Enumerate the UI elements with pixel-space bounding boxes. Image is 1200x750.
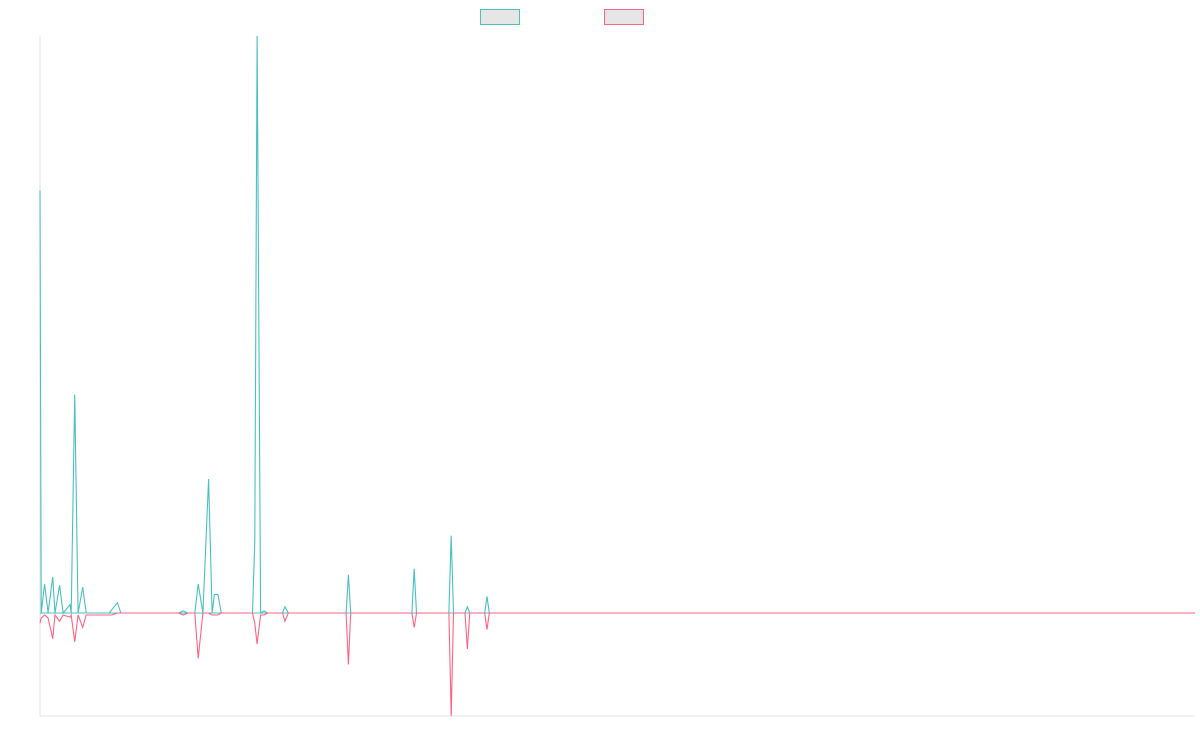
legend-swatch-series-2[interactable] bbox=[604, 9, 644, 25]
chart-axes bbox=[39, 36, 1195, 717]
chart-series bbox=[39, 35, 1195, 717]
legend-swatch-series-1[interactable] bbox=[480, 9, 520, 25]
series-line-2 bbox=[39, 612, 1195, 717]
series-line-1 bbox=[39, 35, 1195, 615]
